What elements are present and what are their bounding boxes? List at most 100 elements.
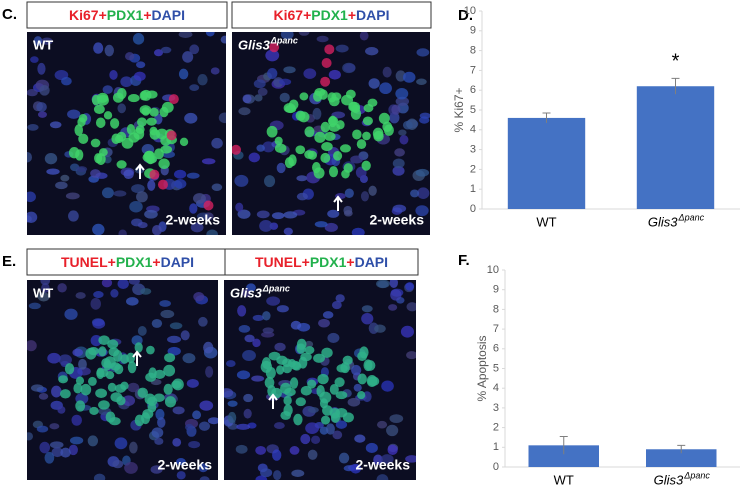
nucleus (276, 162, 286, 174)
nucleus (51, 447, 64, 458)
nucleus (136, 191, 148, 203)
nucleus (415, 205, 429, 217)
nucleus (144, 209, 158, 219)
x-tick-superscript: Δpanc (683, 470, 710, 480)
nucleus (273, 470, 282, 480)
nucleus (102, 85, 113, 94)
nucleus (75, 292, 86, 299)
nucleus (289, 446, 300, 455)
nucleus (186, 378, 199, 388)
pdx1-nucleus (290, 377, 299, 389)
pdx1-nucleus (290, 360, 301, 370)
pdx1-nucleus (127, 94, 140, 103)
nucleus (64, 308, 78, 320)
nucleus (49, 121, 62, 129)
nucleus (237, 209, 251, 219)
nucleus (379, 82, 392, 95)
nucleus (136, 61, 146, 69)
pdx1-nucleus (383, 124, 394, 136)
y-tick-label: 0 (493, 461, 499, 473)
stain-header: Ki67+PDX1+DAPI (69, 7, 185, 23)
pdx1-nucleus (93, 104, 105, 114)
nucleus (262, 327, 274, 334)
pdx1-nucleus (73, 382, 83, 394)
pdx1-nucleus (340, 144, 351, 153)
nucleus (114, 437, 128, 450)
pdx1-nucleus (362, 131, 371, 141)
pdx1-nucleus (357, 373, 367, 385)
pdx1-nucleus (307, 379, 317, 389)
nucleus (279, 92, 290, 103)
nucleus (325, 423, 335, 435)
nucleus (391, 104, 401, 115)
nucleus (373, 454, 383, 465)
cells (27, 280, 218, 480)
nucleus (120, 76, 133, 88)
pdx1-nucleus (137, 117, 147, 127)
nucleus (113, 190, 127, 197)
nucleus (44, 451, 55, 464)
pdx1-nucleus (163, 383, 173, 395)
nucleus (253, 79, 266, 89)
nucleus (180, 330, 190, 341)
pdx1-nucleus (295, 110, 306, 121)
nucleus (243, 393, 254, 403)
nucleus (360, 191, 369, 202)
nucleus (304, 340, 314, 348)
nucleus (55, 181, 68, 190)
pdx1-nucleus (89, 406, 99, 415)
nucleus (227, 400, 238, 407)
cells (224, 280, 416, 480)
nucleus (205, 32, 215, 37)
y-axis-label: % Apoptosis (475, 335, 489, 401)
nucleus (182, 353, 196, 364)
pdx1-nucleus (336, 364, 348, 373)
pdx1-nucleus (361, 160, 371, 171)
pdx1-nucleus (116, 160, 127, 169)
arrow (268, 393, 278, 409)
nucleus (186, 172, 200, 179)
x-tick-label: Glis3 (648, 214, 678, 229)
nucleus (27, 191, 36, 203)
nucleus (350, 155, 363, 164)
y-tick-label: 1 (493, 441, 499, 453)
nucleus (335, 44, 349, 53)
nucleus (41, 282, 50, 293)
y-tick-label: 9 (470, 25, 476, 37)
pdx1-nucleus (320, 121, 330, 133)
nucleus (172, 406, 185, 415)
stain-part: TUNEL (255, 254, 302, 270)
pdx1-nucleus (313, 353, 325, 363)
cells (27, 32, 226, 235)
pdx1-nucleus (134, 342, 143, 353)
nucleus (76, 166, 88, 173)
nucleus (185, 423, 194, 431)
ki67-cell (149, 169, 160, 180)
nucleus (49, 423, 60, 430)
stain-part: DAPI (161, 254, 194, 270)
pdx1-nucleus (283, 103, 296, 113)
nucleus (126, 297, 139, 306)
nucleus (259, 220, 273, 232)
stain-part: TUNEL (61, 254, 108, 270)
nucleus (353, 383, 362, 392)
nucleus (159, 300, 171, 307)
stain-part: + (99, 7, 107, 23)
pdx1-nucleus (320, 152, 331, 164)
pdx1-nucleus (110, 362, 121, 371)
nucleus (176, 458, 186, 466)
pdx1-nucleus (324, 131, 336, 141)
error-bar (677, 444, 686, 454)
chart-letter: D. (458, 7, 473, 24)
nucleus (118, 229, 127, 235)
nucleus (327, 332, 340, 343)
nucleus (272, 449, 282, 461)
pdx1-nucleus (321, 347, 333, 358)
nucleus (273, 422, 285, 430)
nucleus (123, 169, 134, 180)
ki67-cell (269, 42, 280, 53)
y-tick-label: 9 (493, 284, 499, 296)
nucleus (242, 289, 251, 298)
nucleus (92, 223, 105, 235)
